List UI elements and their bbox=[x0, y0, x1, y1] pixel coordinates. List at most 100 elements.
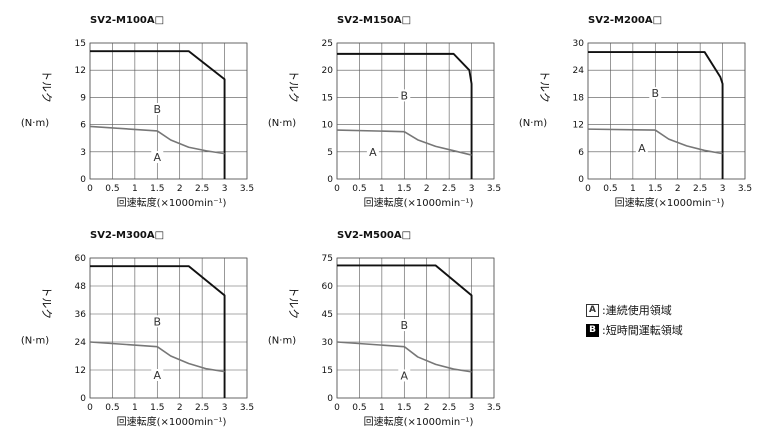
x-tick-label: 0.5 bbox=[105, 403, 119, 413]
series-line-b bbox=[337, 52, 473, 179]
series-line-a bbox=[336, 129, 472, 156]
series-line-a bbox=[587, 128, 723, 155]
x-tick-label: 2.5 bbox=[195, 184, 209, 194]
y-tick-label: 12 bbox=[75, 366, 86, 376]
x-tick-label: 1 bbox=[630, 184, 636, 194]
x-tick-label: 2 bbox=[424, 403, 430, 413]
legend-item-a: A :連続使用領域 bbox=[586, 302, 672, 318]
x-axis-label: 回速転度(×1000min⁻¹) bbox=[364, 196, 474, 209]
x-tick-label: 2 bbox=[177, 184, 183, 194]
region-label-b: B bbox=[401, 319, 409, 332]
plot-frame bbox=[336, 42, 495, 180]
y-tick-label: 0 bbox=[80, 394, 86, 404]
y-axis-label: トルク bbox=[287, 286, 300, 319]
annotation-backdrop bbox=[398, 369, 411, 382]
legend-item-b: B :短時間運転領域 bbox=[586, 322, 683, 338]
x-tick-label: 3 bbox=[469, 403, 475, 413]
x-tick-label: 2.5 bbox=[195, 403, 209, 413]
chart-title: SV2-M200A□ bbox=[588, 15, 662, 26]
x-tick-label: 2.5 bbox=[693, 184, 707, 194]
x-tick-label: 1 bbox=[132, 184, 138, 194]
y-tick-label: 15 bbox=[322, 366, 333, 376]
y-tick-label: 15 bbox=[322, 93, 333, 103]
x-tick-label: 3 bbox=[720, 184, 726, 194]
x-tick-label: 0 bbox=[585, 184, 591, 194]
plot-frame bbox=[587, 42, 746, 180]
annotation-backdrop bbox=[151, 151, 164, 164]
x-tick-label: 3.5 bbox=[240, 184, 254, 194]
x-tick-label: 0.5 bbox=[352, 403, 366, 413]
x-axis-label: 回速転度(×1000min⁻¹) bbox=[117, 196, 227, 209]
x-tick-label: 2 bbox=[177, 403, 183, 413]
region-label-a: A bbox=[401, 369, 409, 382]
y-tick-label: 60 bbox=[322, 282, 334, 292]
y-tick-label: 15 bbox=[75, 39, 86, 49]
x-tick-label: 1.5 bbox=[150, 403, 164, 413]
annotation-backdrop bbox=[398, 319, 411, 332]
annotation-backdrop bbox=[366, 145, 379, 158]
x-tick-label: 3.5 bbox=[487, 184, 501, 194]
x-tick-label: 0 bbox=[334, 184, 340, 194]
y-tick-label: 0 bbox=[327, 394, 333, 404]
x-tick-label: 0.5 bbox=[603, 184, 617, 194]
y-axis-unit: (N·m) bbox=[268, 118, 296, 129]
y-axis-label: トルク bbox=[40, 286, 53, 319]
plot-frame bbox=[89, 42, 248, 180]
chart-title: SV2-M500A□ bbox=[337, 230, 411, 241]
legend-text-a: :連続使用領域 bbox=[602, 304, 672, 317]
region-label-b: B bbox=[154, 103, 162, 116]
chart-title: SV2-M300A□ bbox=[90, 230, 164, 241]
x-tick-label: 1 bbox=[379, 184, 385, 194]
x-tick-label: 3 bbox=[222, 184, 228, 194]
x-tick-label: 0 bbox=[87, 403, 93, 413]
series-line-a bbox=[89, 125, 225, 155]
series-line-b bbox=[337, 264, 473, 398]
y-axis-label: トルク bbox=[538, 70, 551, 103]
x-tick-label: 2 bbox=[675, 184, 681, 194]
y-axis-unit: (N·m) bbox=[21, 118, 49, 129]
region-label-b: B bbox=[154, 315, 162, 328]
y-tick-label: 0 bbox=[327, 175, 333, 185]
x-tick-label: 1 bbox=[132, 403, 138, 413]
series-line-b bbox=[588, 51, 724, 179]
x-axis-label: 回速転度(×1000min⁻¹) bbox=[364, 415, 474, 428]
y-tick-label: 75 bbox=[322, 254, 333, 264]
legend-text-b: :短時間運転領域 bbox=[602, 324, 683, 337]
y-axis-label: トルク bbox=[287, 70, 300, 103]
chart-title: SV2-M100A□ bbox=[90, 15, 164, 26]
x-tick-label: 3.5 bbox=[487, 403, 501, 413]
x-tick-label: 1.5 bbox=[397, 184, 411, 194]
x-tick-label: 1 bbox=[379, 403, 385, 413]
annotation-backdrop bbox=[151, 315, 164, 328]
y-tick-label: 5 bbox=[327, 148, 333, 158]
y-axis-unit: (N·m) bbox=[519, 118, 547, 129]
x-tick-label: 3.5 bbox=[240, 403, 254, 413]
x-tick-label: 2.5 bbox=[442, 403, 456, 413]
series-line-a bbox=[89, 341, 225, 373]
x-tick-label: 2.5 bbox=[442, 184, 456, 194]
legend-key-b: B bbox=[586, 323, 599, 337]
region-label-b: B bbox=[401, 89, 409, 102]
annotation-backdrop bbox=[649, 87, 662, 100]
chart-title: SV2-M150A□ bbox=[337, 15, 411, 26]
x-tick-label: 0 bbox=[334, 403, 340, 413]
y-tick-label: 18 bbox=[573, 93, 585, 103]
x-tick-label: 3 bbox=[222, 403, 228, 413]
y-tick-label: 30 bbox=[322, 338, 334, 348]
y-tick-label: 60 bbox=[75, 254, 87, 264]
y-tick-label: 12 bbox=[75, 66, 86, 76]
y-axis-label: トルク bbox=[40, 70, 53, 103]
y-tick-label: 9 bbox=[80, 93, 86, 103]
y-tick-label: 45 bbox=[322, 310, 333, 320]
annotation-backdrop bbox=[635, 141, 648, 154]
x-tick-label: 3.5 bbox=[738, 184, 752, 194]
y-tick-label: 0 bbox=[578, 175, 584, 185]
x-axis-label: 回速転度(×1000min⁻¹) bbox=[117, 415, 227, 428]
y-axis-unit: (N·m) bbox=[21, 335, 49, 346]
annotation-backdrop bbox=[398, 89, 411, 102]
y-tick-label: 24 bbox=[573, 66, 585, 76]
region-label-a: A bbox=[154, 151, 162, 164]
annotation-backdrop bbox=[151, 369, 164, 381]
series-line-b bbox=[90, 265, 226, 398]
